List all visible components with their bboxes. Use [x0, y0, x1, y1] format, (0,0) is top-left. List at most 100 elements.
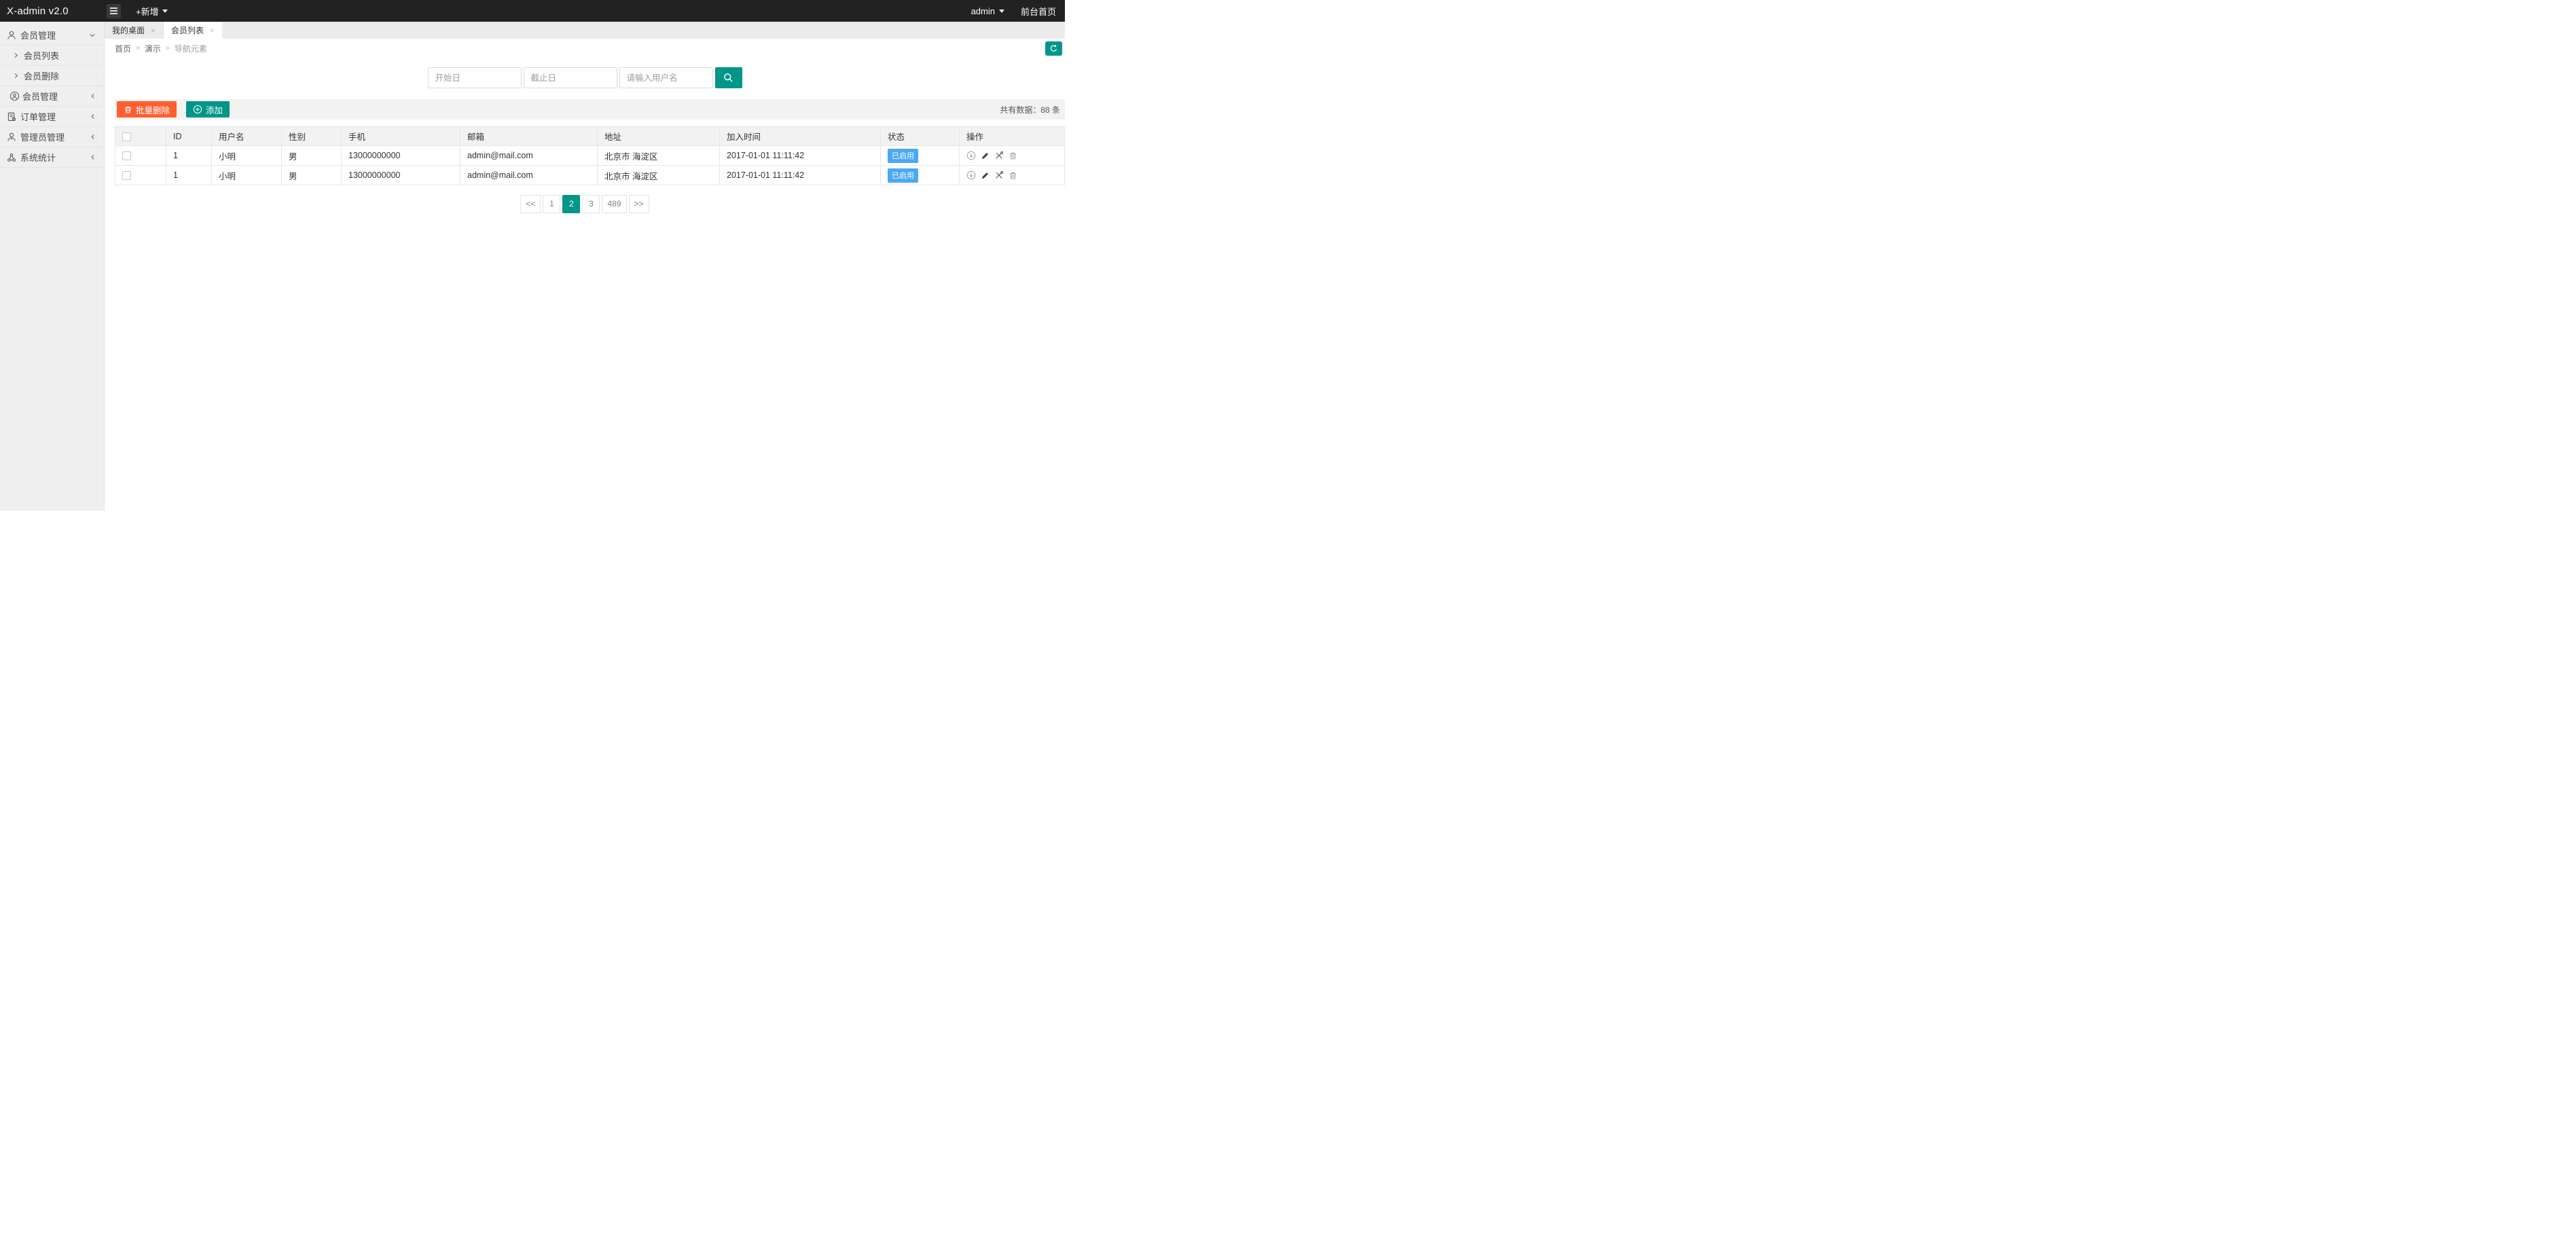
download-circle-icon: [966, 151, 976, 160]
breadcrumb-separator: >: [136, 45, 140, 52]
column-header-address: 地址: [597, 126, 720, 146]
search-button[interactable]: [714, 67, 742, 88]
address-cell: 北京市 海淀区: [597, 165, 720, 185]
stats-icon: [7, 153, 16, 162]
refresh-button[interactable]: [1045, 41, 1062, 56]
id-cell: 1: [166, 145, 212, 166]
address-cell: 北京市 海淀区: [597, 145, 720, 166]
chevron-left-icon: [91, 155, 94, 160]
caret-down-icon: [998, 9, 1004, 13]
sidebar-item-admin-management[interactable]: 管理员管理: [0, 127, 104, 147]
pagination-prev[interactable]: <<: [520, 195, 541, 213]
gender-cell: 男: [281, 145, 342, 166]
sidebar-item-member-management[interactable]: 会员管理: [0, 25, 104, 46]
table-row: 1 小明 男 13000000000 admin@mail.com 北京市 海淀…: [115, 165, 1065, 185]
sidebar-item-label: 会员删除: [24, 71, 60, 81]
pagination-page-489[interactable]: 489: [602, 195, 627, 213]
tab-member-list[interactable]: 会员列表 ×: [164, 22, 223, 39]
sidebar-item-system-stats[interactable]: 系统统计: [0, 147, 104, 168]
front-home-link[interactable]: 前台首页: [1020, 6, 1056, 17]
close-icon[interactable]: ×: [210, 25, 215, 35]
sidebar-item-member-delete[interactable]: 会员删除: [0, 66, 104, 86]
sidebar-item-member-admin[interactable]: 会员管理: [0, 86, 104, 107]
add-label: 添加: [206, 105, 223, 115]
table-row: 1 小明 男 13000000000 admin@mail.com 北京市 海淀…: [115, 145, 1065, 166]
select-all-checkbox[interactable]: [122, 132, 131, 141]
tools-button[interactable]: [994, 170, 1004, 180]
breadcrumb-home[interactable]: 首页: [115, 44, 132, 54]
edit-button[interactable]: [981, 151, 990, 160]
download-circle-icon: [966, 170, 976, 180]
list-icon: [110, 7, 117, 14]
delete-button[interactable]: [1009, 171, 1017, 180]
delete-button[interactable]: [1009, 151, 1017, 160]
pagination-page-1[interactable]: 1: [543, 195, 561, 213]
sidebar-item-label: 管理员管理: [20, 132, 65, 143]
trash-icon: [1010, 152, 1016, 159]
tab-my-desktop[interactable]: 我的桌面 ×: [105, 22, 164, 39]
sidebar-item-label: 会员管理: [20, 31, 56, 41]
row-checkbox[interactable]: [122, 151, 131, 161]
add-new-dropdown[interactable]: +新增: [136, 5, 168, 18]
add-button[interactable]: 添加: [186, 101, 230, 117]
pencil-icon: [982, 152, 989, 159]
column-header-actions: 操作: [959, 126, 1065, 146]
row-checkbox[interactable]: [122, 171, 131, 181]
chevron-left-icon: [91, 114, 94, 119]
username-cell: 小明: [211, 145, 282, 166]
pagination-page-3[interactable]: 3: [582, 195, 600, 213]
caret-down-icon: [162, 9, 168, 13]
gender-cell: 男: [281, 165, 342, 185]
status-badge[interactable]: 已启用: [888, 148, 918, 163]
header-checkbox-cell: [115, 126, 166, 146]
username-input[interactable]: [619, 67, 713, 88]
sidebar-item-member-list[interactable]: 会员列表: [0, 46, 104, 66]
x-admin-app: X-admin v2.0 +新增 admin 前台首页 会员管理: [0, 0, 1065, 511]
breadcrumb-separator: >: [165, 45, 170, 52]
tools-button[interactable]: [994, 151, 1004, 160]
topbar-right: admin 前台首页: [971, 5, 1065, 18]
pagination-page-2-active[interactable]: 2: [562, 195, 581, 213]
pagination: << 1 2 3 489 >>: [105, 195, 1065, 213]
checkbox-cell: [115, 145, 166, 166]
close-icon[interactable]: ×: [151, 25, 156, 35]
breadcrumb-demo[interactable]: 演示: [144, 44, 161, 54]
user-menu[interactable]: admin: [971, 6, 1004, 16]
edit-button[interactable]: [981, 171, 990, 180]
download-button[interactable]: [966, 151, 976, 160]
column-header-gender: 性别: [281, 126, 342, 146]
top-header: X-admin v2.0 +新增 admin 前台首页: [0, 0, 1065, 22]
tab-label: 我的桌面: [112, 26, 145, 35]
order-icon: [7, 112, 16, 121]
column-header-join-time: 加入时间: [719, 126, 881, 146]
batch-delete-label: 批量删除: [136, 105, 170, 115]
join-time-cell: 2017-01-01 11:11:42: [719, 165, 881, 185]
column-header-id: ID: [166, 126, 212, 146]
breadcrumb-current: 导航元素: [174, 44, 207, 54]
table-header-row: ID 用户名 性别 手机 邮箱 地址 加入时间 状态 操作: [115, 126, 1065, 146]
column-header-status: 状态: [880, 126, 960, 146]
refresh-icon: [1050, 45, 1057, 52]
chevron-left-icon: [91, 134, 94, 139]
email-cell: admin@mail.com: [460, 145, 598, 166]
chevron-right-icon: [14, 73, 18, 78]
column-header-email: 邮箱: [460, 126, 598, 146]
phone-cell: 13000000000: [341, 165, 460, 185]
search-form: [105, 67, 1065, 88]
column-header-phone: 手机: [341, 126, 460, 146]
end-date-input[interactable]: [523, 67, 617, 88]
start-date-input[interactable]: [427, 67, 522, 88]
batch-delete-button[interactable]: 批量删除: [117, 101, 177, 117]
status-badge[interactable]: 已启用: [888, 168, 918, 183]
actions-cell: [959, 145, 1065, 166]
download-button[interactable]: [966, 170, 976, 180]
sidebar-item-order-management[interactable]: 订单管理: [0, 107, 104, 127]
breadcrumb: 首页 > 演示 > 导航元素: [105, 39, 1065, 58]
app-logo: X-admin v2.0: [7, 5, 69, 17]
sidebar-item-label: 订单管理: [20, 112, 56, 122]
email-cell: admin@mail.com: [460, 165, 598, 185]
trash-icon: [125, 106, 131, 113]
pagination-next[interactable]: >>: [628, 195, 649, 213]
tab-bar: 我的桌面 × 会员列表 ×: [105, 22, 1065, 39]
menu-toggle-button[interactable]: [107, 3, 121, 18]
